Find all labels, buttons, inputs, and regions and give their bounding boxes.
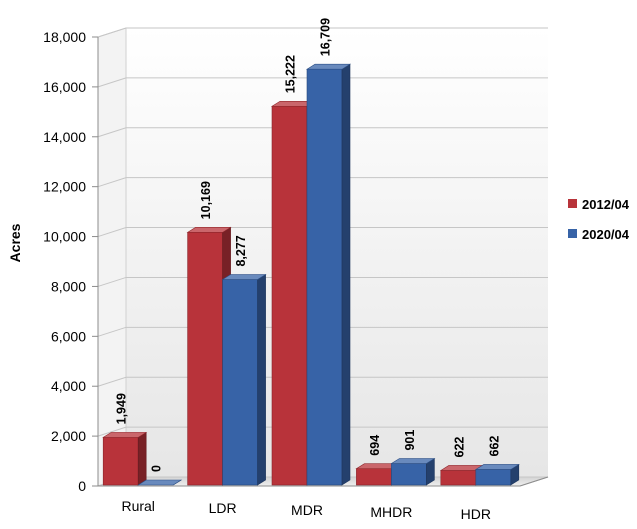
gridline xyxy=(97,227,548,238)
y-tick-label: 18,000 xyxy=(43,29,86,45)
gridline xyxy=(97,127,548,138)
y-tick-label: 16,000 xyxy=(43,79,86,95)
y-tick-label: 8,000 xyxy=(51,278,86,294)
data-label: 16,709 xyxy=(319,18,333,56)
legend-swatch xyxy=(568,229,577,238)
y-tick-label: 12,000 xyxy=(43,179,86,195)
y-tick-label: 10,000 xyxy=(43,229,86,245)
x-category-label: LDR xyxy=(209,500,237,516)
y-axis-title: Acres xyxy=(7,223,23,262)
gridline xyxy=(97,426,548,437)
bars xyxy=(102,63,520,486)
x-category-labels: Rural LDR MDR MHDR HDR xyxy=(121,498,491,522)
data-labels: 1,949 0 10,169 8,277 15,222 16,709 694 901 622 66… xyxy=(115,18,502,472)
bar xyxy=(474,463,520,486)
x-category-label: MDR xyxy=(291,502,323,518)
bar xyxy=(305,63,352,486)
bar xyxy=(221,273,267,486)
bar xyxy=(390,457,436,486)
legend-label: 2020/04 xyxy=(582,227,630,242)
data-label: 15,222 xyxy=(284,55,298,93)
x-axis-depth-line xyxy=(519,476,549,487)
gridline xyxy=(97,276,548,287)
legend-item: 2020/04 xyxy=(568,227,630,242)
data-label: 8,277 xyxy=(234,235,248,266)
gridline xyxy=(97,27,548,38)
data-label: 0 xyxy=(150,465,164,472)
legend-label: 2012/04 xyxy=(582,197,630,212)
gridline xyxy=(97,77,548,88)
data-label: 694 xyxy=(368,435,382,456)
data-label: 10,169 xyxy=(199,181,213,219)
y-tick-label: 4,000 xyxy=(51,378,86,394)
gridline xyxy=(97,177,548,188)
data-label: 622 xyxy=(452,437,466,458)
x-category-label: MHDR xyxy=(370,504,412,520)
data-label: 901 xyxy=(403,430,417,451)
axes xyxy=(92,36,549,487)
gridlines xyxy=(97,27,548,487)
y-tick-label: 2,000 xyxy=(51,428,86,444)
data-label: 662 xyxy=(487,436,501,457)
data-label: 1,949 xyxy=(115,393,129,424)
x-category-label: HDR xyxy=(461,506,491,522)
legend-item: 2012/04 xyxy=(568,197,630,212)
x-category-label: Rural xyxy=(121,498,154,514)
legend-swatch xyxy=(568,199,577,208)
y-tick-label: 0 xyxy=(78,478,86,494)
bar xyxy=(137,479,183,486)
gridline xyxy=(97,326,548,337)
y-tick-labels: 0 2,000 4,000 6,000 8,000 10,000 12,000 14,000 1… xyxy=(43,29,86,494)
legend: 2012/04 2020/04 xyxy=(568,197,630,242)
bar xyxy=(102,431,148,486)
y-tick-label: 14,000 xyxy=(43,129,86,145)
y-tick-label: 6,000 xyxy=(51,328,86,344)
gridline xyxy=(97,376,548,387)
